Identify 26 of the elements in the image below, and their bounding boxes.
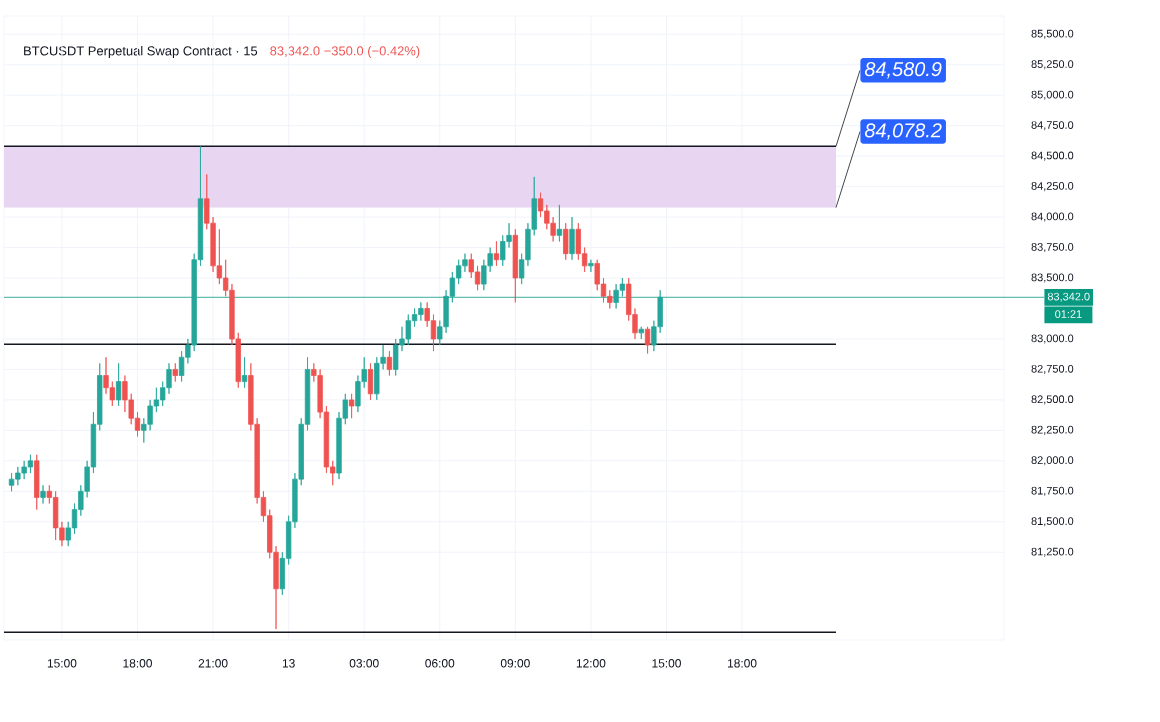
- candlestick: [52, 490, 59, 541]
- candlestick: [405, 314, 411, 346]
- candlestick: [588, 259, 594, 273]
- band-label: 84,078.2: [864, 123, 942, 140]
- candlestick: [348, 393, 355, 419]
- candlestick: [367, 362, 374, 401]
- candlestick: [512, 228, 518, 303]
- candlestick: [556, 204, 563, 242]
- candlestick: [493, 241, 500, 267]
- ref-line-label: 84,580.9: [864, 62, 942, 79]
- candlestick: [638, 326, 644, 340]
- candlestick: [172, 362, 178, 383]
- candlestick: [644, 326, 651, 354]
- candlestick: [115, 362, 122, 407]
- candlestick: [241, 356, 248, 389]
- candlestick: [21, 460, 27, 480]
- candlestick: [418, 302, 424, 322]
- candlestick: [8, 472, 15, 492]
- candlestick: [563, 222, 569, 261]
- candlestick: [40, 484, 46, 504]
- candlestick: [27, 454, 34, 474]
- candlestick: [15, 466, 21, 486]
- candlestick: [34, 454, 40, 510]
- candlestick: [386, 350, 393, 376]
- candlestick: [569, 216, 575, 261]
- candlestick: [613, 283, 619, 309]
